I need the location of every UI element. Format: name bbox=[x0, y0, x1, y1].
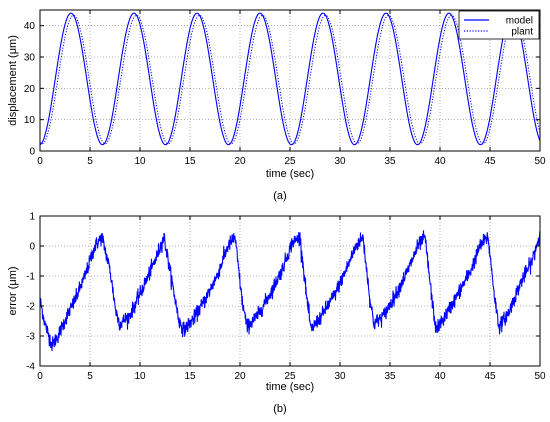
legend-label-plant: plant bbox=[511, 27, 533, 38]
y-tick-label: 40 bbox=[24, 21, 36, 32]
x-tick-label: 20 bbox=[234, 156, 246, 167]
x-tick-label: 35 bbox=[384, 156, 396, 167]
y-tick-label: -3 bbox=[26, 332, 35, 343]
x-axis-label: time (sec) bbox=[266, 168, 314, 180]
y-tick-label: 1 bbox=[29, 212, 35, 223]
y-axis-label: displacement (μm) bbox=[7, 35, 19, 126]
y-tick-label: 0 bbox=[29, 147, 35, 158]
y-tick-label: -2 bbox=[26, 302, 35, 313]
x-tick-label: 50 bbox=[534, 371, 546, 382]
series-model-line bbox=[39, 12, 541, 146]
x-tick-label: 45 bbox=[484, 156, 496, 167]
y-tick-label: 10 bbox=[24, 115, 36, 126]
x-tick-label: 25 bbox=[284, 371, 296, 382]
x-tick-label: 35 bbox=[384, 371, 396, 382]
x-tick-label: 15 bbox=[184, 371, 196, 382]
x-tick-label: 45 bbox=[484, 371, 496, 382]
x-tick-label: 0 bbox=[37, 156, 43, 167]
y-tick-label: 0 bbox=[29, 242, 35, 253]
x-tick-label: 30 bbox=[334, 156, 346, 167]
y-axis-label: error (μm) bbox=[7, 266, 19, 315]
y-tick-label: -1 bbox=[26, 272, 35, 283]
x-tick-label: 30 bbox=[334, 371, 346, 382]
y-tick-label: -4 bbox=[26, 362, 35, 373]
x-tick-label: 0 bbox=[37, 371, 43, 382]
x-axis-label: time (sec) bbox=[266, 381, 314, 393]
panel-caption: (b) bbox=[273, 403, 286, 415]
series-plant-line bbox=[39, 14, 541, 145]
y-tick-label: 30 bbox=[24, 53, 36, 64]
panel-caption: (a) bbox=[273, 190, 286, 202]
x-tick-label: 40 bbox=[434, 156, 446, 167]
x-tick-label: 40 bbox=[434, 371, 446, 382]
x-tick-label: 25 bbox=[284, 156, 296, 167]
x-tick-label: 15 bbox=[184, 156, 196, 167]
x-tick-label: 50 bbox=[534, 156, 546, 167]
legend-label-model: model bbox=[506, 16, 533, 27]
x-tick-label: 5 bbox=[87, 156, 93, 167]
y-tick-label: 20 bbox=[24, 84, 36, 95]
x-tick-label: 20 bbox=[234, 371, 246, 382]
x-tick-label: 10 bbox=[134, 156, 146, 167]
x-tick-label: 10 bbox=[134, 371, 146, 382]
series-error-line bbox=[39, 230, 541, 351]
x-tick-label: 5 bbox=[87, 371, 93, 382]
legend-box bbox=[458, 10, 540, 40]
